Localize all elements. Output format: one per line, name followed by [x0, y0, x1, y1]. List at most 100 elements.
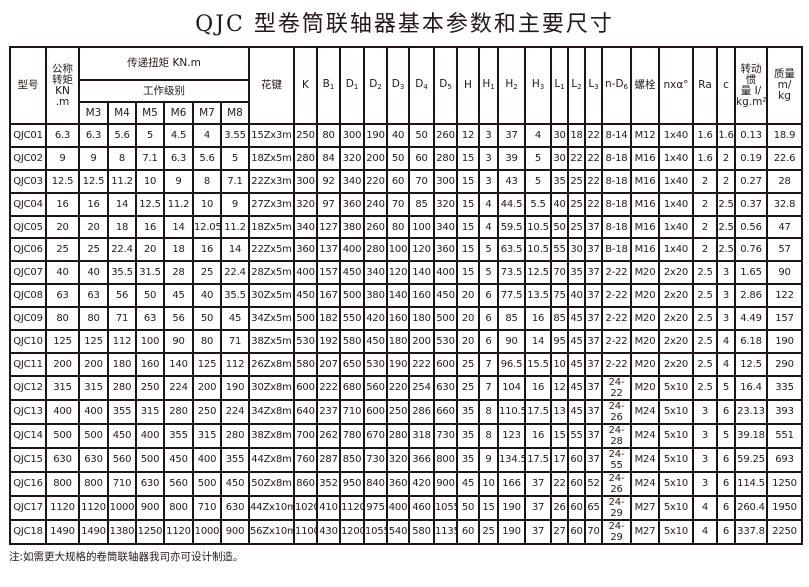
- table-cell: 37: [584, 351, 603, 377]
- table-cell: 17.5: [524, 446, 552, 473]
- header-col-label: L: [588, 77, 595, 90]
- table-cell: 15: [456, 168, 480, 194]
- table-cell: 120: [408, 237, 435, 263]
- table-cell: 2: [692, 168, 718, 194]
- header-col-subscript: 4: [423, 82, 428, 91]
- table-cell: 1120: [78, 494, 109, 521]
- header-col: n-D6: [601, 46, 632, 125]
- model-cell: QJC11: [9, 351, 47, 377]
- model-cell: QJC09: [9, 306, 47, 332]
- table-cell: 393: [766, 398, 803, 425]
- table-cell: 340: [363, 260, 388, 286]
- table-cell: 182: [316, 306, 341, 332]
- table-cell: 2: [716, 168, 736, 194]
- table-cell: 900: [220, 518, 250, 545]
- table-cell: 192: [316, 329, 341, 354]
- table-cell: 860: [293, 470, 318, 497]
- table-cell: 1250: [766, 470, 803, 497]
- table-cell: 1x40: [658, 168, 694, 194]
- table-cell: 10.5: [524, 214, 552, 240]
- header-col: D5: [433, 46, 458, 125]
- table-cell: 1100: [293, 518, 318, 545]
- table-cell: 260.4: [734, 494, 768, 521]
- table-cell: 355: [107, 398, 137, 425]
- table-cell: 18: [107, 214, 137, 240]
- table-cell: 10: [478, 470, 499, 497]
- table-cell: 7.1: [135, 145, 165, 171]
- header-col: K: [293, 46, 318, 125]
- table-cell: 6: [716, 494, 736, 521]
- table-cell: 45: [163, 283, 194, 309]
- header-col-label: nxα°: [663, 79, 689, 91]
- table-cell: 630: [78, 446, 109, 473]
- table-cell: 5: [716, 422, 736, 449]
- table-cell: 2.5: [716, 237, 736, 263]
- table-cell: 190: [497, 518, 526, 545]
- header-col-subscript: 2: [377, 82, 382, 91]
- header-transfer-torque: 传递扭矩 KN.m: [78, 46, 250, 81]
- table-cell: 360: [386, 470, 410, 497]
- table-cell: M20: [630, 260, 660, 286]
- table-cell: 580: [293, 351, 318, 377]
- table-cell: 1.6: [692, 145, 718, 171]
- table-cell: 3.55: [220, 123, 250, 148]
- table-cell: 3: [716, 283, 736, 309]
- table-cell: 220: [386, 374, 410, 401]
- table-cell: 37: [584, 237, 603, 263]
- table-cell: 25: [45, 237, 80, 263]
- table-cell: 75: [550, 283, 569, 309]
- table-cell: 112: [220, 351, 250, 377]
- table-cell: 22.4: [107, 237, 137, 263]
- table-cell: 160: [408, 283, 435, 309]
- table-cell: 2x20: [658, 351, 694, 377]
- table-cell: 15.5: [524, 351, 552, 377]
- table-cell: 18Zx5m: [248, 145, 295, 171]
- table-cell: 16: [524, 374, 552, 401]
- table-cell: 92: [316, 168, 341, 194]
- table-body: QJC01 6.3 6.3 5.6 5 4.5 4 3.55 15Zx3m 250 80 300 190…: [9, 123, 803, 545]
- table-cell: 3: [716, 306, 736, 332]
- table-cell: 12.5: [45, 168, 80, 194]
- table-cell: 43: [497, 168, 526, 194]
- header-row: 型号 公称 转矩 KN .m 传递扭矩 KN.m 花键 K B1 D1 D2 D3 D4 D5…: [9, 46, 803, 125]
- table-cell: 28: [163, 260, 194, 286]
- table-cell: 16: [524, 422, 552, 449]
- table-cell: 320: [433, 191, 458, 217]
- table-cell: 127: [316, 214, 341, 240]
- header-class-m4: M4: [107, 101, 137, 125]
- table-cell: 35.5: [220, 283, 250, 309]
- table-cell: 224: [163, 374, 194, 401]
- table-cell: 450: [363, 329, 388, 354]
- table-cell: 180: [107, 351, 137, 377]
- table-cell: 10: [135, 168, 165, 194]
- header-col-subscript: 1: [560, 82, 565, 91]
- table-cell: 320: [386, 446, 410, 473]
- table-cell: 190: [497, 494, 526, 521]
- table-cell: 10: [550, 351, 569, 377]
- table-cell: 77.5: [497, 283, 526, 309]
- table-cell: 530: [293, 329, 318, 354]
- header-nominal-torque: 公称 转矩 KN .m: [45, 46, 80, 125]
- table-cell: 125: [192, 351, 222, 377]
- table-cell: 2x20: [658, 329, 694, 354]
- table-cell: 190: [766, 329, 803, 354]
- table-cell: 4: [716, 329, 736, 354]
- table-cell: 22: [584, 123, 603, 148]
- table-cell: 12.5: [135, 191, 165, 217]
- table-cell: 680: [339, 374, 365, 401]
- table-cell: 85: [550, 306, 569, 332]
- model-cell: QJC07: [9, 260, 47, 286]
- header-col-subscript: 2: [513, 82, 518, 91]
- table-cell: 540: [386, 518, 410, 545]
- table-cell: 85: [497, 306, 526, 332]
- table-cell: 2: [692, 237, 718, 263]
- table-cell: 25: [456, 351, 480, 377]
- table-cell: 9: [220, 191, 250, 217]
- table-cell: 50: [135, 283, 165, 309]
- table-cell: 56Zx10m: [248, 518, 295, 545]
- table-cell: 7: [478, 351, 499, 377]
- table-cell: 12: [550, 374, 569, 401]
- table-cell: 100: [386, 237, 410, 263]
- table-cell: 318: [408, 422, 435, 449]
